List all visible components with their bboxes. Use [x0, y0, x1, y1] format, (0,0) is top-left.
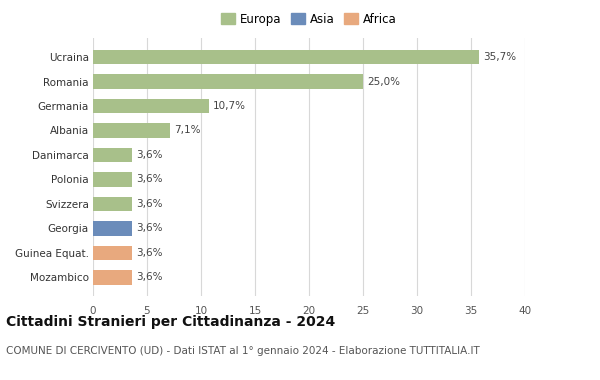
- Text: 3,6%: 3,6%: [136, 272, 163, 282]
- Text: 3,6%: 3,6%: [136, 223, 163, 233]
- Text: 35,7%: 35,7%: [483, 52, 516, 62]
- Text: 7,1%: 7,1%: [174, 125, 200, 136]
- Text: 25,0%: 25,0%: [367, 76, 400, 87]
- Text: 10,7%: 10,7%: [213, 101, 246, 111]
- Text: 3,6%: 3,6%: [136, 199, 163, 209]
- Bar: [93, 123, 170, 138]
- Bar: [93, 245, 132, 260]
- Text: 3,6%: 3,6%: [136, 174, 163, 184]
- Text: Cittadini Stranieri per Cittadinanza - 2024: Cittadini Stranieri per Cittadinanza - 2…: [6, 315, 335, 329]
- Bar: [93, 196, 132, 211]
- Text: 3,6%: 3,6%: [136, 150, 163, 160]
- Bar: [93, 221, 132, 236]
- Bar: [93, 50, 479, 65]
- Text: COMUNE DI CERCIVENTO (UD) - Dati ISTAT al 1° gennaio 2024 - Elaborazione TUTTITA: COMUNE DI CERCIVENTO (UD) - Dati ISTAT a…: [6, 346, 480, 356]
- Bar: [93, 74, 363, 89]
- Legend: Europa, Asia, Africa: Europa, Asia, Africa: [219, 10, 399, 28]
- Bar: [93, 147, 132, 162]
- Bar: [93, 172, 132, 187]
- Bar: [93, 270, 132, 285]
- Text: 3,6%: 3,6%: [136, 248, 163, 258]
- Bar: [93, 99, 209, 113]
